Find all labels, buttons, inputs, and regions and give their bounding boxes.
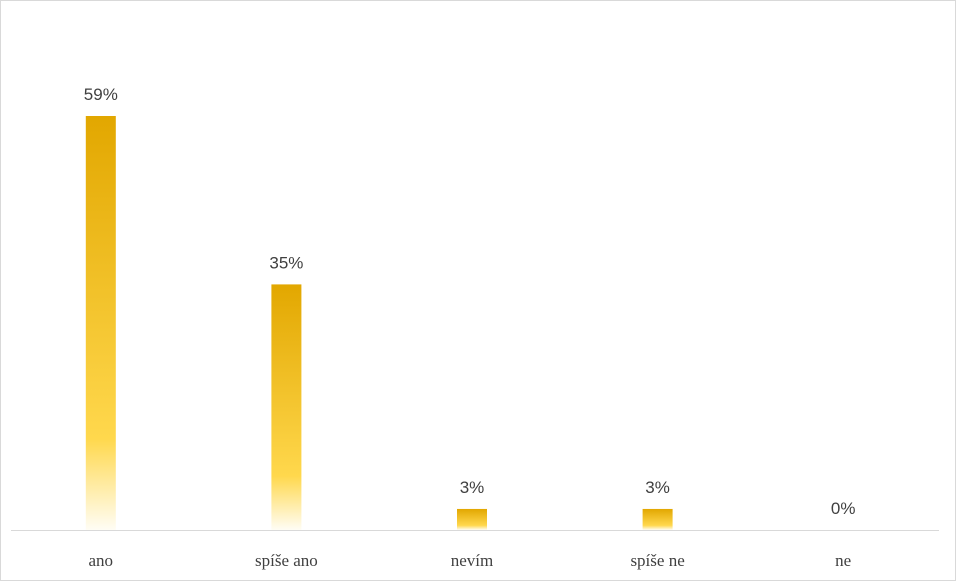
data-label-ano: 59% bbox=[84, 85, 118, 104]
data-label-nevím: 3% bbox=[460, 478, 485, 497]
data-label-spíše-ano: 35% bbox=[269, 253, 303, 272]
data-label-ne: 0% bbox=[831, 499, 856, 518]
bar-nevím bbox=[457, 508, 487, 530]
bars-group bbox=[85, 116, 673, 530]
bar-spíše-ne bbox=[642, 508, 673, 530]
x-tick-labels-group: ano spíše ano nevím spíše ne ne bbox=[89, 551, 852, 570]
x-tick-label-ano: ano bbox=[89, 551, 114, 570]
data-labels-group: 59% 35% 3% 3% 0% bbox=[84, 85, 856, 518]
bar-spíše-ano bbox=[271, 284, 302, 530]
data-label-spíše-ne: 3% bbox=[645, 478, 670, 497]
x-tick-label-nevím: nevím bbox=[451, 551, 494, 570]
x-tick-label-spíše-ne: spíše ne bbox=[630, 551, 684, 570]
bar-ano bbox=[85, 116, 116, 530]
x-tick-label-spíše-ano: spíše ano bbox=[255, 551, 318, 570]
x-tick-label-ne: ne bbox=[835, 551, 851, 570]
